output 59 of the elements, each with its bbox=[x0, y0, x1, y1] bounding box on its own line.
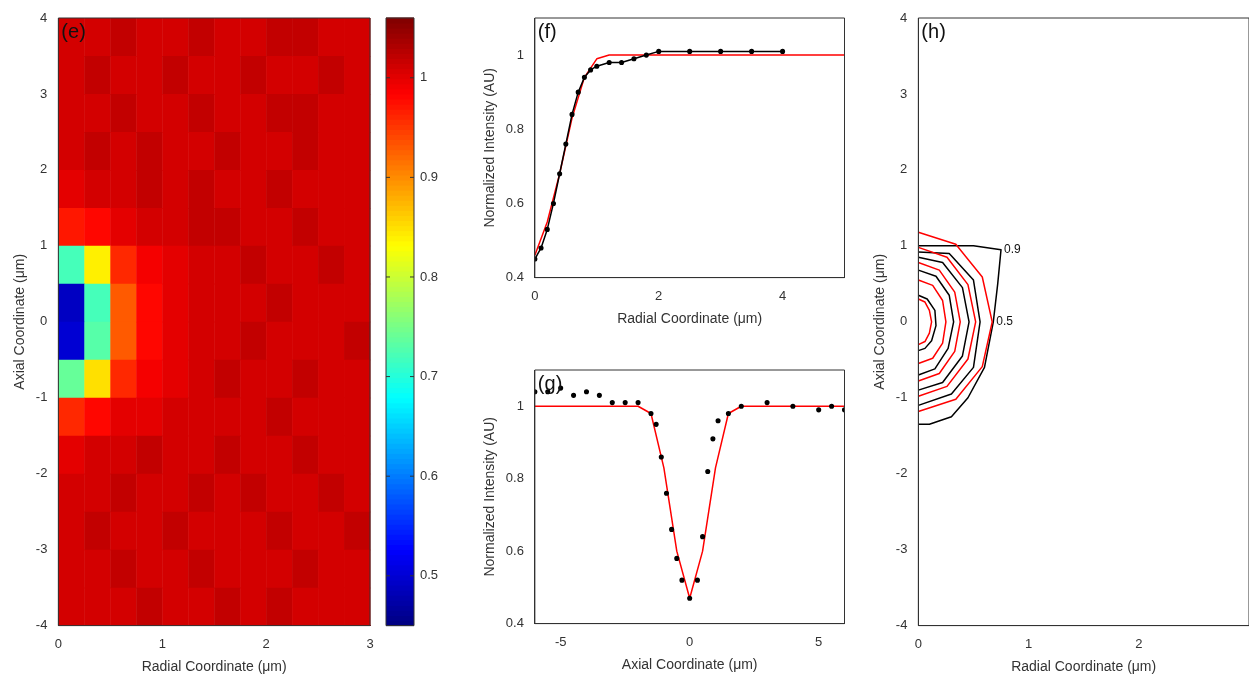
y-tick-label: 0 bbox=[900, 313, 908, 329]
y-tick-label: 2 bbox=[900, 161, 908, 177]
x-tick-label: 4 bbox=[778, 287, 787, 303]
color-bar-label: 0.6 bbox=[420, 467, 439, 483]
color-bar-label: 0.7 bbox=[420, 368, 439, 384]
y-tick-label: 0.6 bbox=[505, 542, 524, 558]
chart-title: (h) bbox=[921, 19, 946, 42]
x-tick-label: 0 bbox=[531, 287, 539, 303]
y-tick-label: -1 bbox=[35, 389, 48, 405]
x-axis-title: Axial Coordinate (μm) bbox=[621, 656, 758, 673]
y-tick-label: 2 bbox=[40, 161, 48, 177]
y-tick-label: 1 bbox=[516, 46, 524, 62]
y-tick-label: 3 bbox=[900, 85, 908, 101]
y-tick-label: -2 bbox=[35, 465, 48, 481]
y-tick-label: 1 bbox=[40, 237, 48, 253]
x-tick-label: 2 bbox=[1135, 635, 1143, 651]
y-axis-title: Axial Coordinate (μm) bbox=[11, 253, 28, 390]
y-tick-label: 1 bbox=[900, 237, 908, 253]
x-tick-label: 2 bbox=[655, 287, 663, 303]
y-tick-label: -1 bbox=[895, 389, 908, 405]
x-axis-title: Radial Coordinate (μm) bbox=[141, 658, 287, 675]
y-tick-label: 0.4 bbox=[505, 615, 524, 631]
x-tick-label: 3 bbox=[366, 635, 374, 651]
y-tick-label: 4 bbox=[40, 9, 48, 25]
x-tick-label: 5 bbox=[815, 633, 823, 649]
y-tick-label: 0 bbox=[40, 313, 48, 329]
y-tick-label: 4 bbox=[900, 9, 908, 25]
x-tick-label: 0 bbox=[914, 635, 922, 651]
y-axis-title: Normalized Intensity (AU) bbox=[481, 68, 498, 228]
annotation: 0.9 bbox=[1004, 241, 1022, 256]
x-axis-title: Radial Coordinate (μm) bbox=[1011, 658, 1157, 675]
y-tick-label: -2 bbox=[895, 465, 908, 481]
x-tick-label: 1 bbox=[1024, 635, 1033, 651]
y-tick-label: 0.8 bbox=[505, 120, 524, 136]
y-tick-label: 1 bbox=[516, 397, 524, 413]
x-tick-label: -5 bbox=[554, 633, 567, 649]
y-axis-title: Normalized Intensity (AU) bbox=[481, 417, 498, 577]
chart-title: (e) bbox=[61, 19, 86, 42]
x-tick-label: 0 bbox=[54, 635, 62, 651]
color-bar-label: 0.5 bbox=[420, 567, 439, 583]
x-axis-title: Radial Coordinate (μm) bbox=[617, 310, 763, 327]
y-tick-label: 0.4 bbox=[505, 269, 524, 285]
x-tick-label: 2 bbox=[262, 635, 270, 651]
y-tick-label: -4 bbox=[895, 617, 908, 633]
y-tick-label: 0.6 bbox=[505, 195, 524, 211]
y-tick-label: 3 bbox=[40, 85, 48, 101]
y-tick-label: -4 bbox=[35, 617, 48, 633]
y-tick-label: -3 bbox=[895, 541, 908, 557]
y-axis-title: Axial Coordinate (μm) bbox=[871, 253, 888, 390]
color-bar-label: 1 bbox=[420, 69, 428, 85]
y-tick-label: 0.8 bbox=[505, 470, 524, 486]
y-tick-label: -3 bbox=[35, 541, 48, 557]
x-tick-label: 1 bbox=[158, 635, 166, 651]
color-bar-label: 0.9 bbox=[420, 168, 439, 184]
x-tick-label: 0 bbox=[686, 633, 694, 649]
annotation: 0.5 bbox=[996, 314, 1014, 329]
chart-title: (g) bbox=[537, 371, 563, 394]
color-bar-label: 0.8 bbox=[420, 268, 439, 284]
chart-title: (f) bbox=[537, 19, 557, 42]
